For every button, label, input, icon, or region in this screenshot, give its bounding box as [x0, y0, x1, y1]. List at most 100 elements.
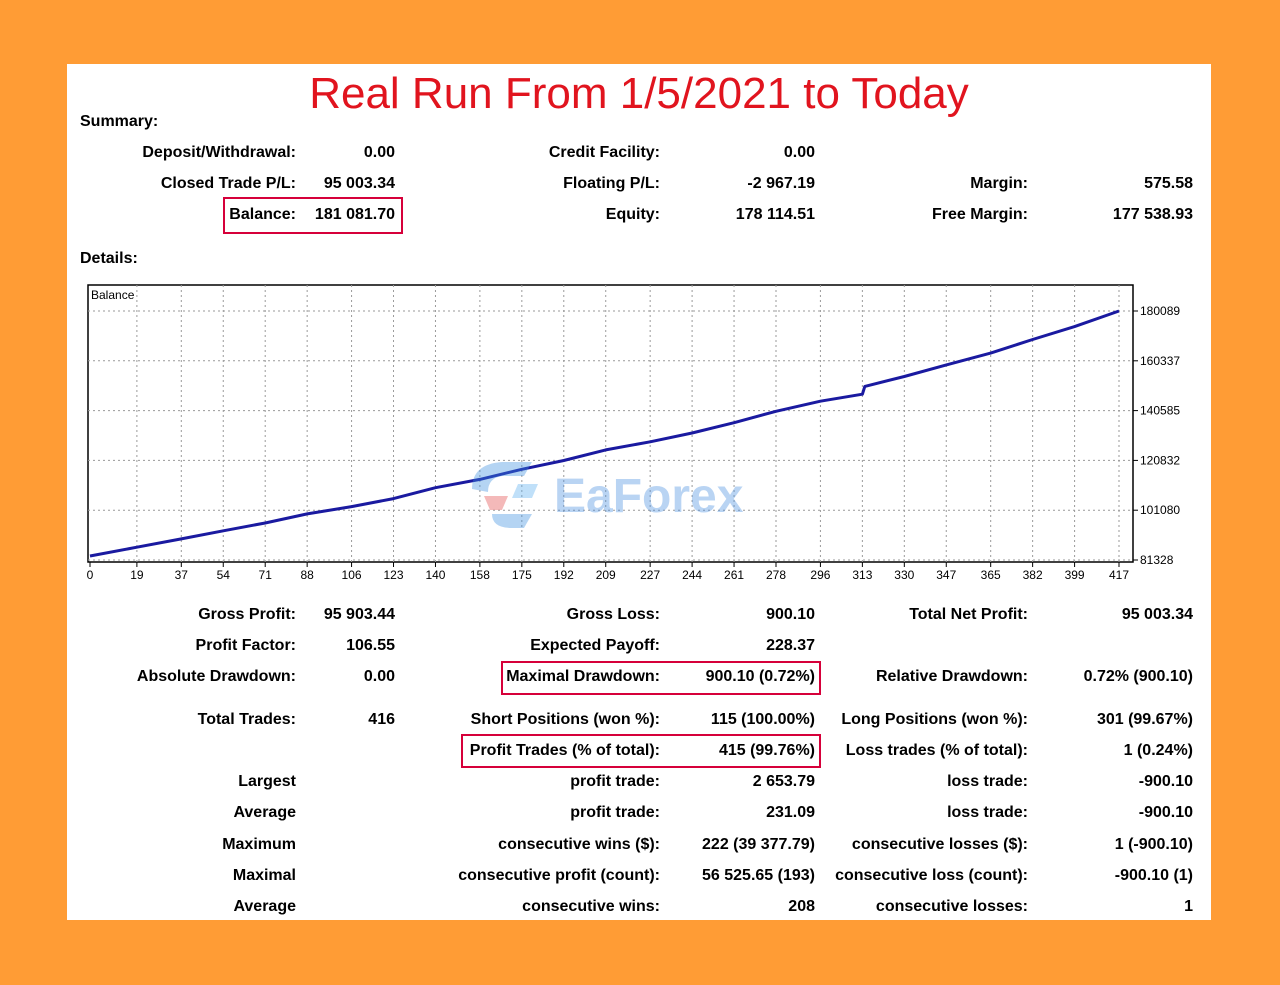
maximal-consecutive-profit-value: 56 525.65 (193)	[702, 867, 815, 884]
maximal-drawdown-label: Maximal Drawdown:	[506, 668, 660, 685]
relative-drawdown-label: Relative Drawdown:	[875, 668, 1028, 685]
x-tick-label: 313	[852, 568, 872, 582]
total-net-profit-label: Total Net Profit:	[909, 606, 1028, 623]
average-profit-value: 231.09	[766, 804, 815, 821]
x-tick-label: 123	[384, 568, 404, 582]
y-tick-label: 81328	[1140, 553, 1174, 567]
chart-title: Balance	[91, 288, 135, 302]
relative-drawdown-value: 0.72% (900.10)	[1083, 668, 1193, 685]
short-positions-value: 115 (100.00%)	[710, 711, 815, 728]
largest-label: Largest	[238, 773, 296, 790]
avg-consecutive-losses-label: consecutive losses:	[875, 898, 1028, 915]
free-margin-value: 177 538.93	[1112, 206, 1193, 223]
margin-value: 575.58	[1144, 175, 1193, 192]
short-positions-label: Short Positions (won %):	[470, 711, 660, 728]
x-tick-label: 330	[894, 568, 914, 582]
avg-consecutive-wins-label: consecutive wins:	[522, 898, 660, 915]
maximum-label: Maximum	[222, 836, 296, 853]
largest-loss-value: -900.10	[1138, 773, 1193, 790]
average-profit-label: profit trade:	[570, 804, 660, 821]
maximal-consecutive-loss-label: consecutive loss (count):	[835, 867, 1028, 884]
loss-trades-label: Loss trades (% of total):	[845, 742, 1028, 759]
x-tick-label: 417	[1109, 568, 1129, 582]
total-net-profit-value: 95 003.34	[1121, 606, 1193, 623]
x-tick-label: 54	[217, 568, 231, 582]
gross-loss-label: Gross Loss:	[566, 606, 660, 623]
x-tick-label: 365	[981, 568, 1001, 582]
avg-consecutive-wins-value: 208	[788, 898, 815, 915]
x-tick-label: 278	[766, 568, 786, 582]
deposit-value: 0.00	[363, 144, 395, 161]
absolute-drawdown-label: Absolute Drawdown:	[136, 668, 296, 685]
long-positions-value: 301 (99.67%)	[1096, 711, 1193, 728]
gross-loss-value: 900.10	[766, 606, 815, 623]
gross-profit-label: Gross Profit:	[198, 606, 296, 623]
average-consecutive-label: Average	[233, 898, 296, 915]
report-title: Real Run From 1/5/2021 to Today	[309, 69, 969, 118]
largest-profit-label: profit trade:	[570, 773, 660, 790]
maximal-consecutive-loss-value: -900.10 (1)	[1114, 867, 1193, 884]
balance-chart: 0 19 37 54 71 88 106 123 140 158 175 192 209 227 244 26…	[87, 284, 1180, 582]
balance-label: Balance:	[229, 206, 296, 223]
max-consecutive-wins-label: consecutive wins ($):	[498, 836, 660, 853]
x-tick-label: 106	[342, 568, 362, 582]
summary-heading: Summary:	[80, 113, 159, 130]
total-trades-label: Total Trades:	[197, 711, 296, 728]
balance-value: 181 081.70	[314, 206, 395, 223]
expected-payoff-label: Expected Payoff:	[530, 637, 660, 654]
margin-label: Margin:	[970, 175, 1028, 192]
largest-profit-value: 2 653.79	[752, 773, 815, 790]
x-tick-label: 0	[87, 568, 94, 582]
x-tick-label: 140	[425, 568, 445, 582]
max-consecutive-wins-value: 222 (39 377.79)	[702, 836, 815, 853]
largest-loss-label: loss trade:	[947, 773, 1028, 790]
x-tick-label: 296	[810, 568, 830, 582]
x-tick-label: 382	[1023, 568, 1043, 582]
credit-value: 0.00	[783, 144, 815, 161]
floating-pl-value: -2 967.19	[747, 175, 815, 192]
expected-payoff-value: 228.37	[766, 637, 815, 654]
x-tick-label: 88	[300, 568, 314, 582]
x-tick-label: 399	[1065, 568, 1085, 582]
max-consecutive-losses-value: 1 (-900.10)	[1114, 836, 1193, 853]
y-tick-label: 160337	[1140, 354, 1180, 368]
x-tick-label: 175	[512, 568, 532, 582]
x-tick-label: 347	[936, 568, 956, 582]
max-drawdown-highlight-box	[501, 661, 821, 695]
credit-label: Credit Facility:	[548, 144, 660, 161]
x-tick-label: 209	[596, 568, 616, 582]
x-tick-label: 37	[175, 568, 189, 582]
details-heading: Details:	[80, 250, 138, 267]
maximal-label: Maximal	[232, 867, 296, 884]
balance-highlight-box	[223, 197, 403, 234]
closed-pl-label: Closed Trade P/L:	[160, 175, 296, 192]
long-positions-label: Long Positions (won %):	[841, 711, 1028, 728]
x-tick-label: 71	[259, 568, 273, 582]
x-tick-label: 261	[724, 568, 744, 582]
profit-trades-highlight-box	[461, 734, 821, 768]
maximal-drawdown-value: 900.10 (0.72%)	[705, 668, 815, 685]
profit-trades-value: 415 (99.76%)	[718, 742, 815, 759]
x-tick-label: 227	[640, 568, 660, 582]
x-tick-label: 19	[130, 568, 144, 582]
maximal-consecutive-profit-label: consecutive profit (count):	[458, 867, 660, 884]
x-tick-label: 192	[554, 568, 574, 582]
balance-series-line	[89, 309, 1120, 558]
loss-trades-value: 1 (0.24%)	[1123, 742, 1193, 759]
profit-factor-label: Profit Factor:	[195, 637, 296, 654]
chart-plot-area	[87, 284, 1134, 563]
closed-pl-value: 95 003.34	[323, 175, 395, 192]
y-tick-label: 140585	[1140, 404, 1180, 418]
y-tick-label: 180089	[1140, 304, 1180, 318]
profit-trades-label: Profit Trades (% of total):	[469, 742, 660, 759]
floating-pl-label: Floating P/L:	[563, 175, 660, 192]
profit-factor-value: 106.55	[346, 637, 395, 654]
total-trades-value: 416	[368, 711, 395, 728]
x-tick-label: 158	[470, 568, 490, 582]
gross-profit-value: 95 903.44	[323, 606, 395, 623]
deposit-label: Deposit/Withdrawal:	[142, 144, 296, 161]
average-label: Average	[233, 804, 296, 821]
average-loss-label: loss trade:	[947, 804, 1028, 821]
max-consecutive-losses-label: consecutive losses ($):	[851, 836, 1028, 853]
equity-label: Equity:	[605, 206, 660, 223]
